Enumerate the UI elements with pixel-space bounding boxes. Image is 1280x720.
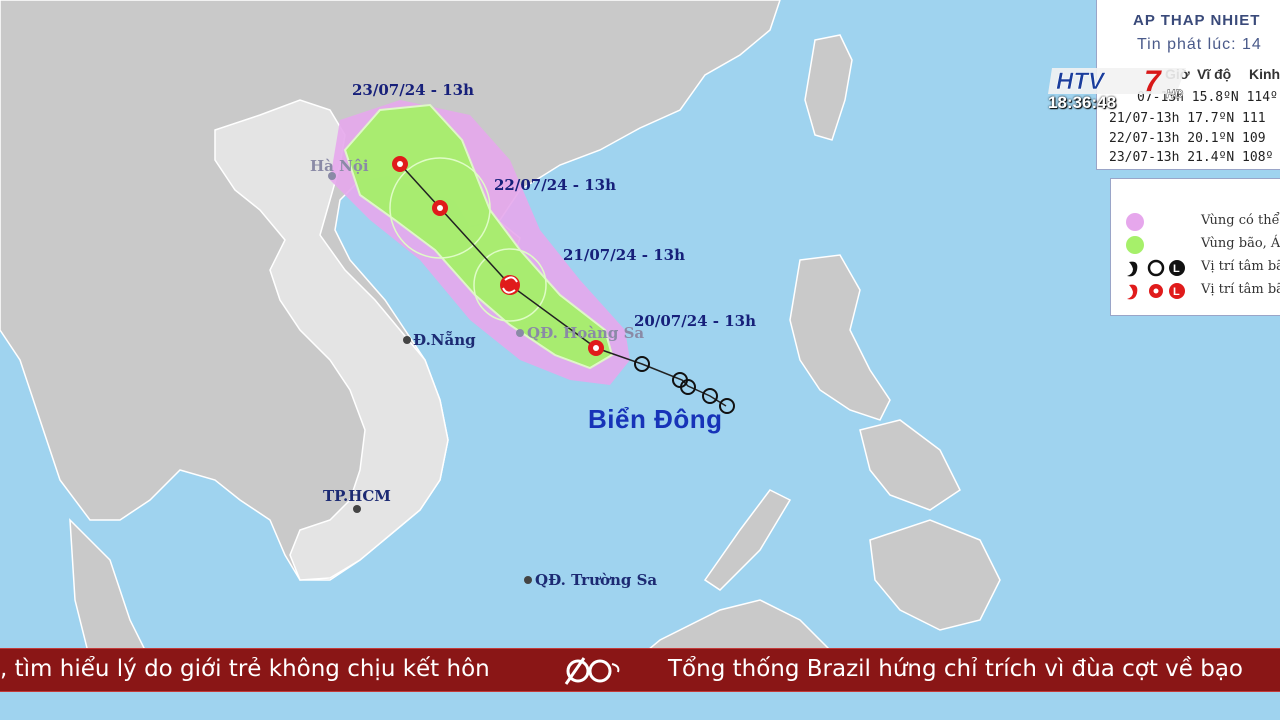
zone-circle xyxy=(473,248,547,322)
vietnam-landmass xyxy=(214,99,449,581)
past-position-marker xyxy=(634,356,650,372)
info-row: 21/07-13h 17.7ºN 111 xyxy=(1109,111,1266,126)
forecast-date-label: 20/07/24 - 13h xyxy=(634,312,757,330)
legend-text: Vị trí tâm bã xyxy=(1201,282,1280,297)
svg-text:HD: HD xyxy=(1166,87,1184,100)
storm-wind-zone xyxy=(343,103,614,370)
place-label-truongsa: QĐ. Trường Sa xyxy=(535,571,658,589)
forecast-track-line xyxy=(399,163,597,349)
info-title: AP THAP NHIET xyxy=(1133,12,1261,29)
luzon-island xyxy=(789,254,891,421)
hoangsa-dot xyxy=(516,329,524,337)
danang-dot xyxy=(403,336,411,344)
info-header-lat: Vĩ độ xyxy=(1197,66,1232,82)
red-storm-symbols-icon: L xyxy=(1127,283,1185,300)
ticker-headline-left: , tìm hiểu lý do giới trẻ không chịu kết… xyxy=(0,656,490,682)
legend-item: L Vị trí tâm bã xyxy=(1111,280,1280,302)
legend-item: Vùng bão, Á xyxy=(1111,234,1280,256)
info-issued-time: Tin phát lúc: 14 xyxy=(1137,36,1262,53)
svg-text:L: L xyxy=(1173,263,1180,275)
legend-text: Vùng có thể xyxy=(1201,213,1280,228)
svg-text:HTV: HTV xyxy=(1056,68,1106,95)
news-ticker: , tìm hiểu lý do giới trẻ không chịu kết… xyxy=(0,648,1280,692)
legend-panel: Vùng có thể Vùng bão, Á L Vị trí tâm bã … xyxy=(1110,178,1280,316)
legend-item: Vùng có thể xyxy=(1111,211,1280,233)
taiwan-island xyxy=(804,34,853,141)
storm-info-panel: AP THAP NHIET Tin phát lúc: 14 Giờ Vĩ độ… xyxy=(1096,0,1280,170)
place-label-hanoi: Hà Nội xyxy=(310,157,369,175)
sea-label: Biển Đông xyxy=(588,404,723,434)
palawan-island xyxy=(703,489,792,591)
storm-symbol-swirl xyxy=(502,276,518,294)
forecast-position-marker xyxy=(593,345,599,351)
forecast-positions xyxy=(392,156,604,356)
ticker-headline-right: Tổng thống Brazil hứng chỉ trích vì đùa … xyxy=(668,656,1243,682)
past-track-line xyxy=(595,347,727,407)
forecast-position-marker xyxy=(397,161,403,167)
forecast-date-label: 23/07/24 - 13h xyxy=(352,81,475,99)
svg-text:7: 7 xyxy=(1144,65,1162,98)
bottom-map-strip xyxy=(0,692,1280,720)
past-positions xyxy=(634,356,735,414)
place-label-hoangsa: QĐ. Hoàng Sa xyxy=(527,324,645,342)
info-row: 22/07-13h 20.1ºN 109 xyxy=(1109,131,1266,146)
green-circle-icon xyxy=(1126,236,1144,254)
htv7-hd-logo: HTV 7 HD xyxy=(1048,65,1186,100)
60s-logo-icon xyxy=(564,657,620,685)
hanoi-dot xyxy=(328,172,336,180)
past-position-marker xyxy=(719,398,735,414)
pink-circle-icon xyxy=(1126,213,1144,231)
black-storm-symbols-icon: L xyxy=(1127,259,1185,277)
legend-item: L Vị trí tâm bã xyxy=(1111,257,1280,279)
forecast-position-marker xyxy=(437,205,443,211)
place-label-hcm: TP.HCM xyxy=(323,487,391,505)
zone-circle xyxy=(389,157,491,259)
past-position-marker xyxy=(680,379,696,395)
forecast-date-label: 21/07/24 - 13h xyxy=(563,246,686,264)
info-header-lon: Kinh xyxy=(1249,66,1280,82)
truongsa-dot xyxy=(524,576,532,584)
clock-display: 18:36:48 xyxy=(1048,93,1117,112)
legend-text: Vị trí tâm bã xyxy=(1201,259,1280,274)
forecast-date-label: 22/07/24 - 13h xyxy=(494,176,617,194)
mindanao-island xyxy=(869,519,1001,631)
svg-text:L: L xyxy=(1173,286,1180,298)
hcm-dot xyxy=(353,505,361,513)
legend-text: Vùng bão, Á xyxy=(1201,236,1280,251)
place-label-danang: Đ.Nẵng xyxy=(413,331,476,349)
visayas-islands xyxy=(859,419,961,511)
past-position-marker xyxy=(702,388,718,404)
info-row: 23/07-13h 21.4ºN 108º xyxy=(1109,150,1274,165)
